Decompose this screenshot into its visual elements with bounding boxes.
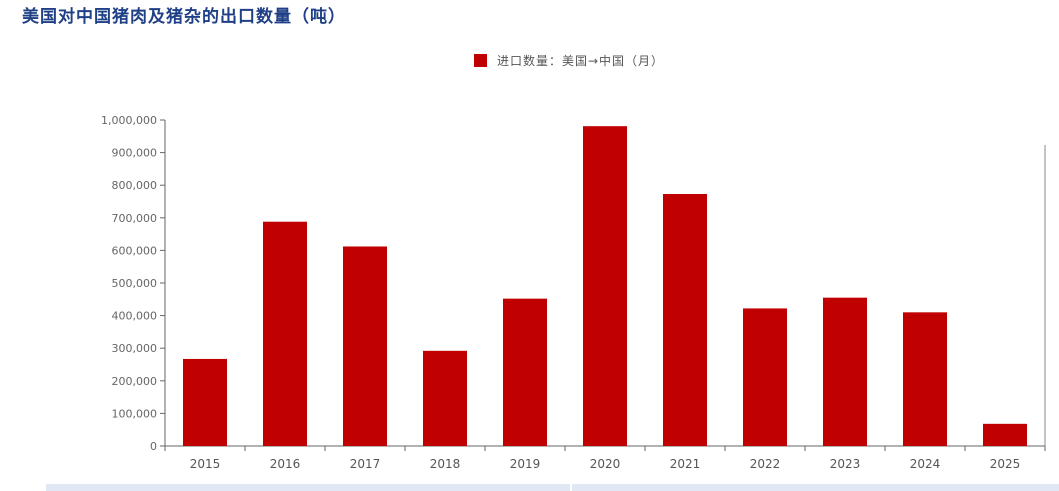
bar xyxy=(903,312,947,446)
y-tick-label: 1,000,000 xyxy=(101,114,157,127)
legend-swatch xyxy=(474,54,487,67)
bar xyxy=(583,126,627,446)
bar xyxy=(743,308,787,446)
x-tick-label: 2023 xyxy=(830,457,861,471)
x-axis xyxy=(164,445,1046,451)
x-tick-label: 2022 xyxy=(750,457,781,471)
legend-label: 进口数量：美国→中国（月） xyxy=(497,54,665,68)
y-tick-label: 800,000 xyxy=(112,179,158,192)
y-tick-label: 400,000 xyxy=(112,310,158,323)
x-tick-label: 2017 xyxy=(350,457,381,471)
bar xyxy=(823,297,867,446)
bars xyxy=(183,126,1027,446)
bottom-strip xyxy=(46,484,1059,491)
y-tick-label: 0 xyxy=(150,440,157,453)
x-tick-label: 2019 xyxy=(510,457,541,471)
bar xyxy=(423,350,467,446)
y-tick-label: 900,000 xyxy=(112,147,158,160)
x-tick-label: 2025 xyxy=(990,457,1021,471)
x-tick-label: 2016 xyxy=(270,457,301,471)
y-axis: 0 100,000 200,000 300,000 400,000 500,000 600,… xyxy=(101,114,166,453)
bar xyxy=(663,194,707,446)
x-axis-labels: 2015 2016 2017 2018 2019 2020 2021 2022 2023 2024… xyxy=(190,457,1021,471)
bottom-strip-divider xyxy=(570,484,572,491)
chart-legend: 进口数量：美国→中国（月） xyxy=(474,52,664,69)
y-tick-label: 500,000 xyxy=(112,277,158,290)
y-tick-label: 200,000 xyxy=(112,375,158,388)
y-tick-label: 700,000 xyxy=(112,212,158,225)
y-tick-label: 100,000 xyxy=(112,407,158,420)
x-tick-label: 2015 xyxy=(190,457,221,471)
bar xyxy=(183,358,227,446)
chart-title: 美国对中国猪肉及猪杂的出口数量（吨） xyxy=(22,7,346,27)
bar xyxy=(983,423,1027,446)
bar xyxy=(343,246,387,446)
y-tick-label: 300,000 xyxy=(112,342,158,355)
y-tick-label: 600,000 xyxy=(112,244,158,257)
x-tick-label: 2020 xyxy=(590,457,621,471)
x-tick-label: 2018 xyxy=(430,457,461,471)
x-tick-label: 2021 xyxy=(670,457,701,471)
x-tick-label: 2024 xyxy=(910,457,941,471)
bar xyxy=(503,298,547,446)
bar xyxy=(263,221,307,446)
